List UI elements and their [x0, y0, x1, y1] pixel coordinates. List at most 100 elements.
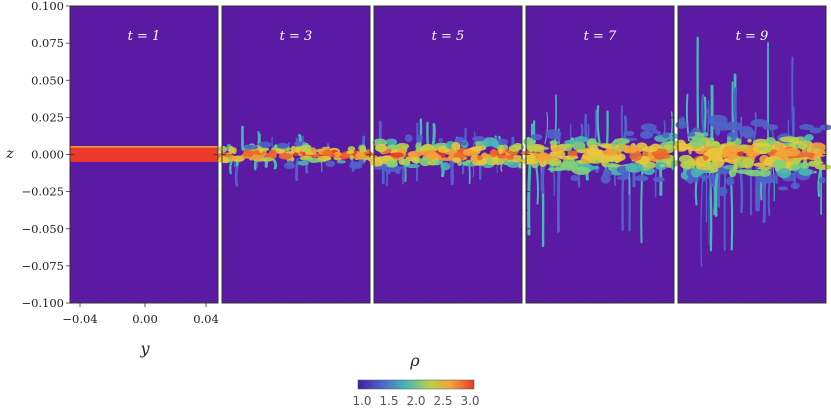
mixing-blob — [404, 160, 411, 166]
mixing-blob — [775, 162, 781, 171]
mixing-blob — [758, 166, 772, 171]
mixing-blob — [680, 160, 696, 169]
mixing-blob — [556, 134, 561, 142]
z-tick-label: −0.075 — [21, 259, 64, 273]
colorbar-tick-label: 3.0 — [460, 394, 479, 408]
mixing-blob — [244, 144, 259, 150]
mixing-blob — [810, 143, 815, 155]
mixing-blob — [606, 164, 623, 168]
mixing-blob — [739, 144, 748, 149]
mixing-blob — [809, 127, 822, 134]
mixing-blob — [472, 136, 486, 142]
mixing-blob — [603, 149, 617, 156]
mixing-blob — [750, 151, 760, 157]
colorbar-tick-label: 1.5 — [379, 394, 398, 408]
mixing-blob — [375, 145, 384, 151]
mixing-blob — [814, 157, 822, 164]
mixing-blob — [785, 157, 794, 162]
mixing-blob — [785, 160, 792, 169]
mixing-blob — [652, 176, 665, 183]
mixing-blob — [750, 119, 769, 127]
tendril — [544, 112, 549, 145]
mixing-blob — [814, 150, 827, 158]
mixing-blob — [689, 138, 706, 147]
mixing-blob — [242, 151, 250, 157]
colorbar — [357, 379, 475, 390]
mixing-blob — [506, 155, 515, 160]
mixing-blob — [492, 140, 499, 148]
mixing-blob — [452, 157, 461, 163]
tendril — [295, 158, 299, 182]
tendril — [272, 158, 278, 170]
mixing-blob — [528, 143, 534, 153]
tendril — [739, 167, 744, 214]
mixing-blob — [511, 155, 524, 163]
mixing-blob — [622, 145, 638, 154]
mixing-blob — [355, 152, 366, 160]
tendril — [772, 167, 775, 202]
mixing-blob — [497, 147, 503, 155]
tendril — [752, 112, 757, 142]
mixing-blob — [798, 168, 813, 176]
mixing-blob — [799, 124, 815, 131]
mixing-blob — [383, 168, 400, 172]
y-axis-label: y — [139, 339, 150, 358]
mixing-blob — [404, 134, 413, 142]
tendril — [470, 160, 475, 178]
mixing-blob — [389, 152, 404, 158]
colorbar-label: ρ — [409, 351, 420, 370]
mixing-blob — [601, 144, 620, 149]
mixing-blob — [801, 140, 813, 147]
colorbar-ticks: 1.0 1.5 2.0 2.5 3.0 — [352, 394, 479, 408]
mixing-blob — [366, 148, 371, 157]
mixing-blob — [346, 150, 355, 155]
y-axis: −0.04 0.00 0.04 — [62, 303, 219, 326]
mixing-blob — [348, 163, 363, 169]
mixing-blob — [495, 138, 509, 146]
mixing-blob — [629, 151, 642, 162]
tendril — [535, 164, 540, 205]
mixing-blob — [278, 152, 293, 160]
mixing-blob — [656, 130, 662, 137]
mixing-blob — [570, 175, 580, 182]
mixing-blob — [427, 151, 439, 160]
tendril — [733, 87, 739, 142]
mixing-blob — [385, 144, 401, 150]
mixing-blob — [218, 145, 227, 153]
mixing-blob — [440, 162, 451, 171]
mixing-blob — [715, 126, 721, 136]
mixing-blob — [451, 141, 461, 151]
z-axis-label: z — [5, 146, 14, 162]
mixing-blob — [762, 124, 779, 131]
mixing-blob — [572, 140, 586, 152]
mixing-blob — [572, 166, 591, 176]
mixing-blob — [385, 138, 398, 146]
z-tick-label: −0.100 — [21, 296, 64, 310]
tendril — [431, 123, 436, 149]
tendril — [640, 164, 644, 244]
mixing-blob — [251, 150, 266, 156]
mixing-blob — [779, 136, 799, 143]
mixing-blob — [687, 132, 696, 137]
mixing-blob — [407, 150, 422, 158]
mixing-blob — [662, 131, 670, 139]
tendril — [241, 140, 246, 151]
panel-time-label: t = 3 — [280, 29, 313, 44]
z-tick-label: 0.075 — [31, 36, 64, 50]
tendril — [817, 167, 822, 198]
mixing-blob — [616, 175, 629, 181]
z-tick-label: 0.000 — [31, 148, 64, 162]
mixing-blob — [218, 155, 229, 164]
mixing-blob — [745, 169, 765, 177]
mixing-blob — [726, 136, 732, 142]
mixing-blob — [530, 133, 543, 141]
mixing-blob — [550, 148, 561, 152]
mixing-blob — [259, 148, 264, 154]
mixing-blob — [349, 154, 354, 160]
mixing-blob — [258, 141, 272, 148]
mixing-blob — [582, 152, 598, 161]
mixing-blob — [788, 138, 795, 143]
mixing-blob — [777, 168, 791, 179]
mixing-blob — [469, 146, 483, 152]
mixing-blob — [678, 146, 687, 151]
